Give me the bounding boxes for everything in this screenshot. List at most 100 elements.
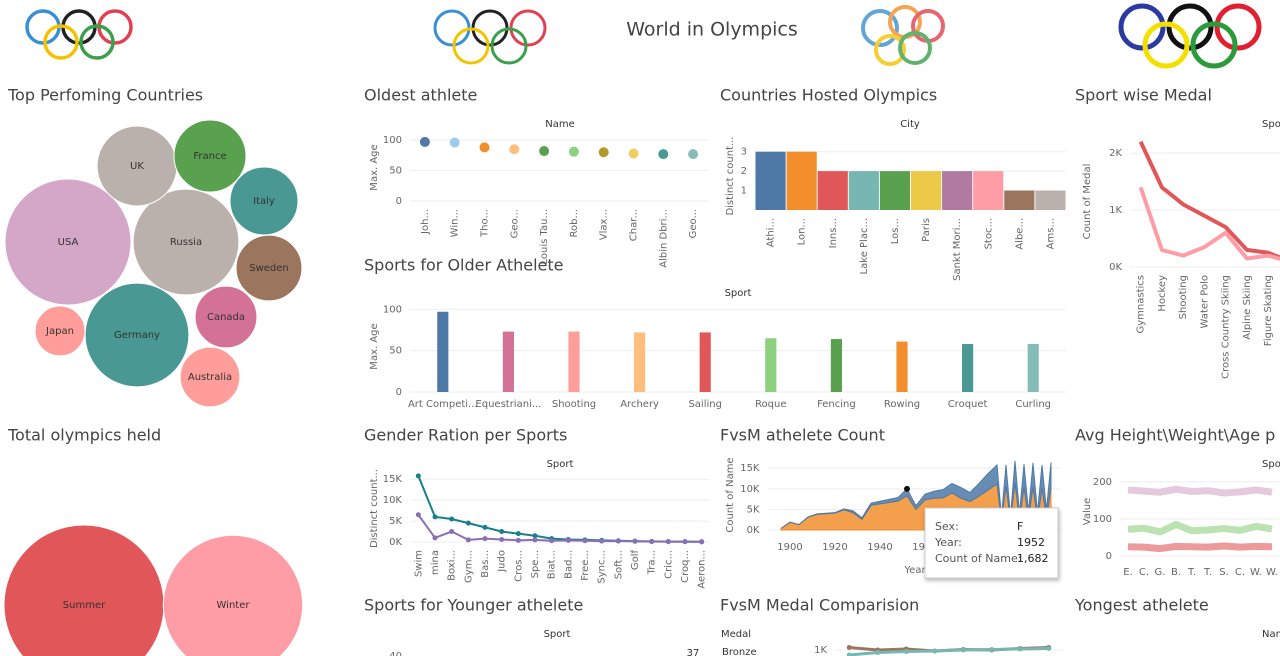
line-point <box>565 537 571 543</box>
line <box>1127 485 1273 497</box>
x-tick-label: Win... <box>450 209 461 237</box>
y-tick-label: 0K <box>1109 262 1122 273</box>
bar <box>896 341 908 392</box>
bubble <box>132 188 240 296</box>
bar <box>910 171 942 210</box>
dot <box>419 136 430 147</box>
bubble-label: Winter <box>217 600 251 611</box>
x-tick-label: Judo <box>497 550 508 573</box>
tooltip-value: 1952 <box>1017 536 1045 549</box>
y-tick-label: 0 <box>396 387 402 398</box>
panel-title: Gender Ration per Sports <box>364 426 567 445</box>
x-tick-label: 1920 <box>822 542 847 553</box>
bubble-label: Germany <box>114 330 160 341</box>
highlight-point <box>904 485 910 492</box>
bar <box>502 331 514 392</box>
bar <box>786 151 817 210</box>
tooltip-key: Sex: <box>935 520 959 533</box>
bubble <box>179 346 241 408</box>
bar <box>699 332 711 392</box>
bar <box>1004 190 1035 210</box>
x-tick-label: Ams... <box>1045 218 1056 249</box>
x-tick-label: Stoc... <box>983 218 994 249</box>
line-point <box>932 648 938 654</box>
tooltip-key: Count of Name: <box>935 552 1021 565</box>
x-tick-label: 1900 <box>777 542 802 553</box>
bubble-label: UK <box>130 161 144 172</box>
bar <box>765 338 777 392</box>
x-tick-label: Lake Plac... <box>859 218 870 274</box>
x-tick-label: Croq... <box>680 550 691 583</box>
y-tick-label: 100 <box>383 135 402 146</box>
line-point <box>482 536 488 542</box>
bubble-label: Australia <box>188 372 232 383</box>
area <box>780 460 1052 529</box>
olympic-rings-left <box>25 9 133 60</box>
x-tick-label: T. <box>1203 567 1212 578</box>
x-tick-label: Free... <box>580 550 591 581</box>
y-tick-label: 0K <box>747 525 760 536</box>
x-tick-label: C. <box>1235 567 1245 578</box>
olympic-rings-right <box>1118 3 1262 69</box>
axis-header: Spo <box>1262 119 1280 130</box>
x-tick-label: Tho... <box>480 209 491 238</box>
x-tick-label: W. <box>1250 567 1262 578</box>
y-axis-label: Count of Name <box>725 457 736 532</box>
line-point <box>599 538 605 544</box>
line-point <box>1017 646 1023 652</box>
line-point <box>960 647 966 653</box>
x-tick-label: Albe... <box>1014 218 1025 250</box>
x-tick-label: Vlax... <box>599 209 610 240</box>
x-tick-label: 1940 <box>867 542 892 553</box>
y-axis-label: Distinct count... <box>725 136 736 215</box>
bubble-label: USA <box>58 237 79 248</box>
y-axis-label: Max. Age <box>369 144 380 190</box>
dot <box>568 146 579 157</box>
axis-header: Spo <box>1262 459 1280 470</box>
x-tick-label: Rob... <box>569 209 580 238</box>
x-tick-label: Fencing <box>817 399 856 410</box>
x-tick-label: Soft... <box>613 550 624 579</box>
x-tick-label: Curling <box>1015 399 1051 410</box>
x-tick-label: B. <box>1171 567 1181 578</box>
bubble-label: Canada <box>207 312 245 323</box>
line-point <box>499 536 505 542</box>
bar <box>848 171 879 210</box>
line-point <box>632 538 638 544</box>
dot <box>688 149 699 160</box>
axis-header: Nam <box>1262 629 1280 640</box>
y-tick-label: 15K <box>383 474 403 485</box>
dot <box>539 146 550 157</box>
bar <box>817 171 848 210</box>
x-tick-label: Alpine Skiing <box>1242 275 1253 340</box>
y-tick-label: 200 <box>1093 477 1112 488</box>
y-tick-label: 0 <box>1106 551 1112 562</box>
x-tick-label: Boxi... <box>447 550 458 581</box>
axis-header: Sport <box>725 288 752 299</box>
panel-title: Sports for Older Athelete <box>364 256 564 275</box>
x-tick-label: Shooting <box>552 399 596 410</box>
sport-icons-right <box>861 5 945 66</box>
panel-title: Countries Hosted Olympics <box>720 86 937 105</box>
line-point <box>449 529 455 535</box>
bar <box>879 171 911 210</box>
line <box>1127 520 1273 536</box>
line-point <box>903 649 909 654</box>
x-tick-label: Sync... <box>597 550 608 584</box>
line <box>417 475 702 543</box>
bubble-label: Italy <box>253 196 275 207</box>
bubble <box>34 305 86 357</box>
x-tick-label: Archery <box>620 399 659 410</box>
tooltip-value: F <box>1017 520 1023 533</box>
dot <box>658 149 669 160</box>
line-point <box>989 647 995 652</box>
x-tick-label: Paris <box>921 218 932 242</box>
bar <box>634 332 646 392</box>
dot <box>628 148 639 159</box>
x-tick-label: T. <box>1187 567 1196 578</box>
x-tick-label: Cross Country Skiing <box>1221 275 1232 379</box>
x-tick-label: Bad... <box>563 550 574 579</box>
line-point <box>532 533 538 539</box>
y-tick-label: 5K <box>389 516 402 527</box>
